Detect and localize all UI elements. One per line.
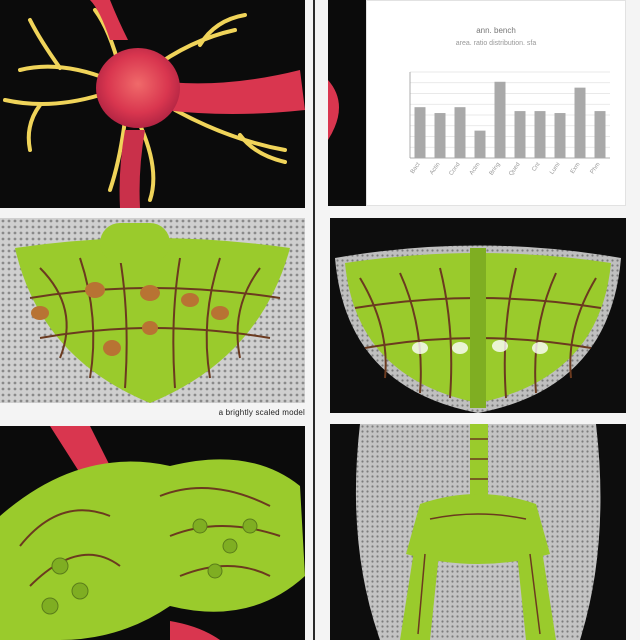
bar xyxy=(554,113,566,158)
bar xyxy=(474,130,486,158)
bar xyxy=(434,113,446,158)
bar xyxy=(454,107,466,158)
pelvis-spine-mesh-illustration xyxy=(355,424,601,640)
x-tick-label: Bring xyxy=(489,162,502,177)
ribcage-mesh-panel xyxy=(330,218,626,413)
x-tick-label: Cnt xyxy=(531,161,541,172)
lung-mesh-panel xyxy=(0,218,305,403)
x-tick-label: Bact xyxy=(410,161,422,175)
x-tick-label: Lumi xyxy=(549,162,561,176)
bar xyxy=(534,111,546,158)
chart-subtitle: area. ratio distribution. sfa xyxy=(455,40,537,47)
x-tick-label: Qued xyxy=(508,162,521,177)
lung-mesh-illustration xyxy=(0,218,305,403)
bar xyxy=(494,81,506,158)
ribcage-mesh-illustration xyxy=(335,245,621,413)
bar-chart: Bact Actin Cond Actm Bring Qued Cnt Lumi Exm Phm xyxy=(409,71,610,177)
pelvis-mesh-panel xyxy=(330,424,626,640)
neuron-illustration xyxy=(3,0,305,208)
bar xyxy=(514,111,526,158)
neuron-panel xyxy=(0,0,305,208)
x-tick-label: Exm xyxy=(570,162,582,175)
bar xyxy=(594,111,606,158)
neuron-panel-edge xyxy=(328,0,366,206)
kidney-panel xyxy=(0,426,305,640)
bar xyxy=(414,107,426,158)
x-tick-label: Actin xyxy=(429,162,442,176)
chart-title: ann. bench xyxy=(476,26,516,35)
panel-caption: a brightly scaled model xyxy=(218,408,305,417)
x-tick-label: Cond xyxy=(448,162,461,177)
kidney-structure-illustration xyxy=(0,426,305,640)
x-tick-label: Phm xyxy=(590,162,602,176)
x-tick-label: Actm xyxy=(469,162,482,177)
bar-chart-panel: ann. bench area. ratio distribution. sfa… xyxy=(366,0,626,206)
frame-divider xyxy=(313,0,315,640)
bar xyxy=(574,87,586,158)
